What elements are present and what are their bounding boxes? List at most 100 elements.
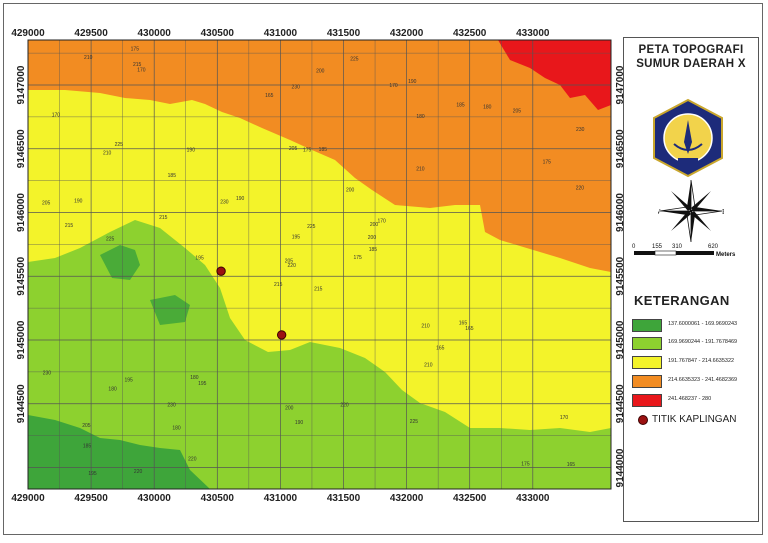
contour-label: 205 (42, 200, 51, 206)
scale-label-310: 310 (672, 244, 683, 250)
compass-west-label: W (658, 208, 661, 216)
contour-label: 205 (82, 423, 91, 429)
y-tick-label: 9145500 (615, 256, 626, 295)
contour-label: 165 (465, 326, 474, 332)
zone-green-dark (28, 415, 210, 489)
point-marker-icon (638, 415, 648, 425)
zone-green-light (28, 220, 611, 489)
contour-label: 220 (340, 402, 349, 408)
legend-label: 241.468237 - 280 (668, 396, 712, 402)
titik-kaplingan-points (216, 266, 287, 340)
contour-label: 225 (106, 237, 115, 243)
contour-label: 200 (316, 68, 325, 74)
y-tick-label: 9144000 (615, 448, 626, 487)
contour-label: 225 (307, 224, 316, 230)
contour-label: 195 (124, 378, 133, 384)
contour-label: 220 (188, 456, 197, 462)
y-tick-labels-left: 9147000 9146500 9146000 9145500 9145000 91445… (16, 65, 27, 423)
y-tick-label: 9146500 (615, 129, 626, 168)
map-border (27, 39, 612, 490)
contour-label: 200 (370, 222, 379, 228)
contour-label: 180 (108, 386, 117, 392)
legend-item: 137.6000061 - 169.9690243 (632, 319, 756, 333)
contour-label: 185 (319, 147, 328, 153)
contour-label: 215 (133, 62, 142, 68)
legend-label: 191.767847 - 214.6635322 (668, 358, 735, 364)
contour-label: 210 (424, 362, 433, 368)
x-tick-label: 431500 (327, 28, 361, 39)
zone-orange (28, 40, 611, 272)
contour-label: 185 (456, 103, 465, 109)
titik-kaplingan-point (216, 266, 226, 276)
contour-labels: 215 210 220 205 200 195 190 185 180 175 170 165 225 2… (42, 46, 585, 477)
legend-swatch (632, 375, 662, 388)
contour-label: 170 (389, 83, 398, 89)
contour-label: 185 (369, 247, 378, 253)
scale-label-0: 0 (632, 244, 636, 250)
legend-item: 169.9690244 - 191.7678469 (632, 337, 756, 351)
scale-label-155: 155 (652, 244, 663, 250)
y-tick-label: 9146000 (16, 193, 27, 232)
y-tick-label: 9145000 (16, 320, 27, 359)
y-tick-labels-right: 9147000 9146500 9146000 9145500 9145000 91445… (615, 65, 626, 487)
contour-label: 190 (74, 199, 83, 205)
legend-label: 169.9690244 - 191.7678469 (668, 339, 738, 345)
x-tick-label: 430000 (138, 28, 172, 39)
contour-label: 175 (354, 255, 363, 261)
contour-label: 220 (288, 263, 297, 269)
x-tick-label: 430500 (201, 28, 235, 39)
compass-east-label: E (722, 208, 724, 216)
titik-kaplingan-point (276, 330, 287, 340)
x-tick-label: 433000 (516, 28, 550, 39)
legend-title: KETERANGAN (634, 293, 730, 308)
x-tick-label: 429500 (74, 28, 108, 39)
contour-label: 215 (159, 215, 168, 221)
x-tick-labels-top: 429000 429500 430000 430500 431000 431500 4320… (11, 28, 550, 39)
contour-label: 165 (567, 462, 576, 468)
contour-label: 230 (576, 127, 585, 133)
contour-label: 225 (350, 56, 359, 62)
zone-green-dark (150, 295, 190, 325)
x-tick-label: 429000 (11, 493, 45, 504)
x-tick-label: 432000 (390, 28, 424, 39)
contour-label: 165 (436, 345, 445, 351)
x-tick-label: 432000 (390, 493, 424, 504)
contour-label: 225 (410, 419, 419, 425)
legend-label: 137.6000061 - 169.9690243 (668, 321, 738, 327)
y-tick-label: 9145000 (615, 320, 626, 359)
scale-bar: 0 155 310 620 Meters (632, 244, 736, 258)
x-tick-labels-bottom: 429000 429500 430000 430500 431000 431500 4320… (11, 493, 550, 504)
contour-label: 215 (274, 282, 283, 288)
x-tick-label: 429500 (74, 493, 108, 504)
legend-item: 241.468237 - 280 (632, 394, 756, 408)
zone-green-dark (100, 245, 140, 280)
contour-label: 215 (314, 287, 323, 293)
contour-label: 185 (83, 443, 92, 449)
contour-label: 170 (560, 415, 569, 421)
y-tick-label: 9144500 (16, 384, 27, 423)
contour-label: 180 (172, 425, 181, 431)
zone-red (498, 40, 611, 110)
y-tick-label: 9144500 (615, 384, 626, 423)
x-tick-label: 432500 (453, 28, 487, 39)
x-tick-label: 429000 (11, 28, 45, 39)
contour-label: 210 (84, 55, 93, 61)
contour-label: 200 (368, 235, 377, 241)
coordinate-grid (27, 40, 611, 489)
contour-label: 165 (459, 321, 468, 327)
legend-swatch (632, 394, 662, 407)
contour-label: 170 (137, 67, 146, 73)
contour-label: 180 (190, 375, 199, 381)
legend-point-label: TITIK KAPLINGAN (652, 414, 737, 425)
y-tick-label: 9146500 (16, 129, 27, 168)
y-tick-label: 9147000 (16, 65, 27, 104)
contour-label: 230 (220, 199, 229, 205)
scale-unit: Meters (716, 252, 736, 258)
contour-label: 210 (416, 166, 425, 172)
contour-label: 230 (167, 402, 176, 408)
legend-swatch (632, 337, 662, 350)
contour-label: 175 (303, 147, 312, 153)
x-tick-label: 433000 (516, 493, 550, 504)
contour-label: 210 (421, 324, 430, 330)
y-tick-label: 9145500 (16, 256, 27, 295)
